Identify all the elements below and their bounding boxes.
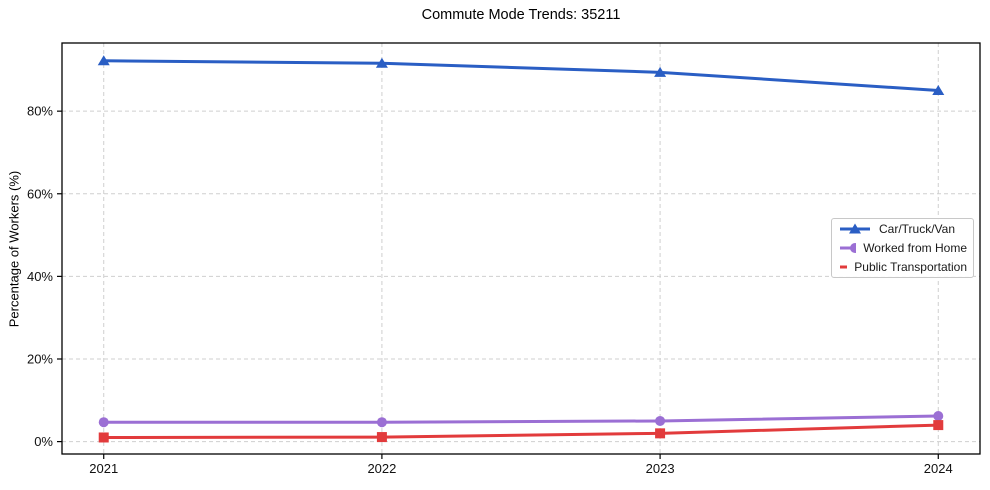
legend-line-circle-icon <box>840 242 857 253</box>
legend-line-triangle-icon <box>840 223 870 234</box>
legend-sample-marker <box>849 223 861 234</box>
y-tick-label: 0% <box>34 434 53 449</box>
legend-item-car-truck-van: Car/Truck/Van <box>838 219 967 238</box>
y-tick-label: 80% <box>27 104 53 119</box>
legend-line-square-icon <box>840 265 848 269</box>
legend: Car/Truck/Van Worked from Home Public Tr… <box>831 218 974 278</box>
x-tick-label: 2023 <box>646 461 675 476</box>
data-point-public-transportation <box>98 432 109 443</box>
y-tick-label: 20% <box>27 351 53 366</box>
series-line-worked-from-home <box>103 414 939 424</box>
legend-label: Car/Truck/Van <box>879 221 956 236</box>
legend-item-public-transportation: Public Transportation <box>838 258 967 277</box>
series-line-car-truck-van <box>103 59 939 92</box>
x-tick-label: 2021 <box>89 461 118 476</box>
legend-label: Public Transportation <box>854 260 967 275</box>
legend-sample-marker <box>850 242 857 253</box>
data-point-car-truck-van <box>654 66 667 77</box>
data-point-car-truck-van <box>97 55 110 66</box>
series-line-public-transportation <box>103 423 939 439</box>
data-point-worked-from-home <box>98 417 109 428</box>
data-point-public-transportation <box>655 428 666 439</box>
data-point-public-transportation <box>376 432 387 443</box>
data-point-car-truck-van <box>932 85 945 96</box>
data-point-worked-from-home <box>376 417 387 428</box>
axes-frame <box>61 42 981 455</box>
legend-label: Worked from Home <box>863 240 967 255</box>
data-point-worked-from-home <box>933 410 944 421</box>
legend-item-worked-from-home: Worked from Home <box>838 238 967 257</box>
y-tick-label: 40% <box>27 269 53 284</box>
y-tick-label: 60% <box>27 186 53 201</box>
data-point-public-transportation <box>933 420 944 431</box>
x-tick-label: 2022 <box>367 461 396 476</box>
chart-title: Commute Mode Trends: 35211 <box>421 7 621 23</box>
x-tick-label: 2024 <box>924 461 953 476</box>
data-point-worked-from-home <box>655 415 666 426</box>
data-point-car-truck-van <box>375 57 388 68</box>
